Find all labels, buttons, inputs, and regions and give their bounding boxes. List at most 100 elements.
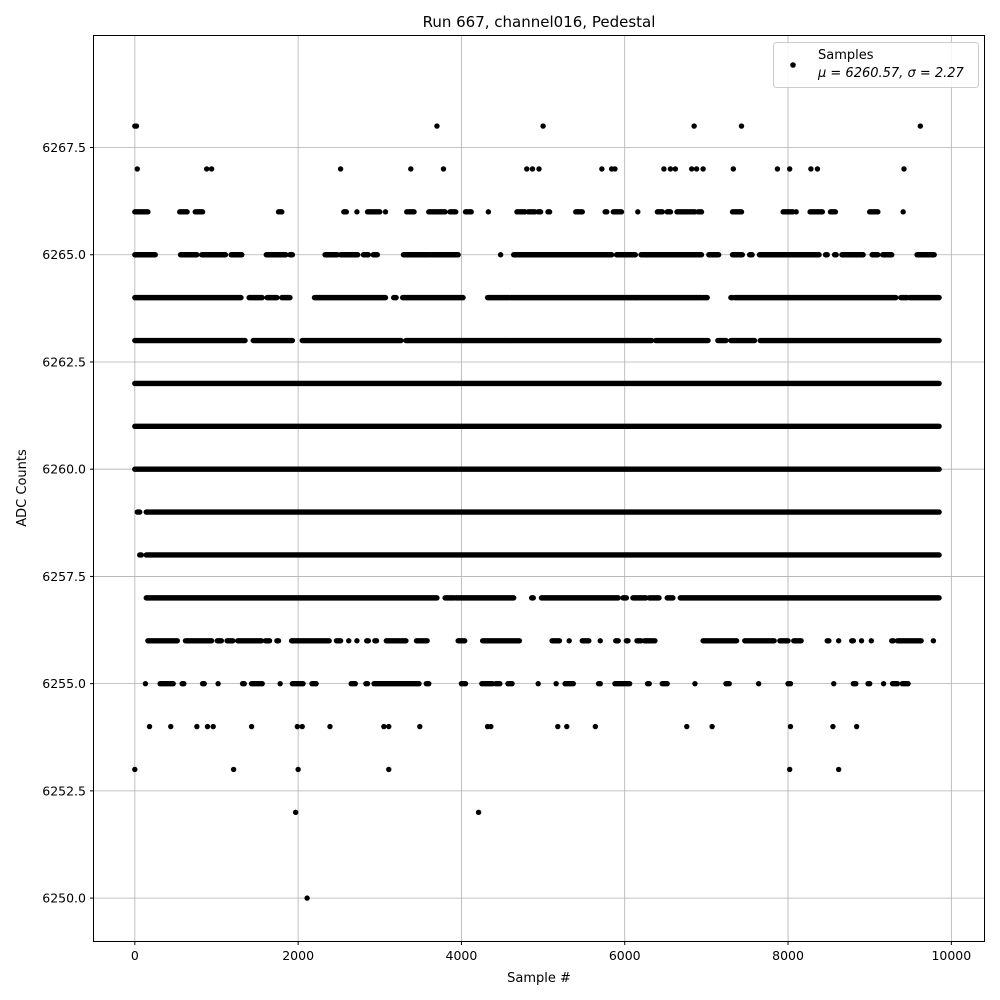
data-point — [292, 809, 299, 816]
data-point — [497, 252, 504, 258]
data-point — [555, 723, 561, 730]
data-point — [901, 166, 907, 172]
x-tick-label: 6000 — [609, 948, 641, 963]
y-tick-label: 6255.0 — [42, 676, 86, 691]
data-point — [592, 723, 599, 730]
data-point — [858, 638, 865, 644]
data-point — [900, 209, 906, 215]
data-point — [382, 209, 389, 215]
data-point — [277, 680, 283, 687]
legend: Samples μ = 6260.57, σ = 2.27 — [773, 42, 979, 88]
data-point — [930, 638, 937, 644]
data-point — [700, 166, 706, 172]
y-tick-label: 6265.0 — [42, 247, 86, 262]
data-point — [210, 723, 216, 730]
data-point — [295, 766, 301, 773]
data-point — [774, 166, 781, 172]
data-point — [475, 809, 482, 816]
x-tick-label: 2000 — [282, 948, 314, 963]
data-point — [540, 123, 546, 129]
data-point — [354, 638, 360, 644]
x-axis-ticks: 0 2000 4000 6000 8000 10000 — [131, 941, 971, 963]
data-point — [327, 723, 333, 730]
data-point — [831, 680, 837, 687]
x-tick-label: 4000 — [446, 948, 478, 963]
x-axis-label: Sample # — [507, 971, 571, 986]
y-tick-label: 6260.0 — [42, 462, 86, 477]
data-point — [488, 723, 494, 730]
data-point — [524, 166, 530, 172]
data-point — [215, 680, 221, 687]
data-point — [661, 166, 667, 172]
x-tick-label: 8000 — [772, 948, 804, 963]
data-point — [835, 766, 842, 773]
data-point — [693, 166, 700, 172]
data-point — [853, 723, 860, 730]
data-point — [597, 638, 603, 644]
data-point — [536, 166, 542, 172]
data-point — [146, 723, 153, 730]
data-point — [787, 723, 794, 730]
data-point — [337, 166, 344, 172]
data-point — [485, 209, 492, 215]
data-point — [440, 166, 447, 172]
chart-title: Run 667, channel016, Pedestal — [423, 13, 656, 31]
data-point — [667, 166, 674, 172]
data-point — [134, 166, 140, 172]
data-point — [564, 723, 570, 730]
x-tick-label: 0 — [131, 948, 139, 963]
data-point — [917, 123, 924, 129]
data-point — [168, 723, 174, 730]
data-point — [132, 766, 138, 773]
data-point — [691, 123, 697, 129]
y-tick-label: 6267.5 — [42, 140, 86, 155]
data-point — [786, 766, 793, 773]
y-tick-label: 6250.0 — [42, 891, 86, 906]
data-points — [132, 123, 942, 901]
data-point — [294, 723, 301, 730]
legend-label: Samples — [818, 48, 874, 63]
data-point — [553, 680, 559, 687]
data-point — [755, 680, 762, 687]
legend-marker — [790, 62, 796, 68]
data-point — [535, 680, 541, 687]
data-point — [684, 723, 690, 730]
data-point — [434, 123, 440, 129]
data-point — [692, 680, 698, 687]
data-point — [381, 723, 387, 730]
data-point — [529, 166, 536, 172]
data-point — [635, 209, 641, 215]
data-point — [354, 209, 360, 215]
data-point — [830, 723, 836, 730]
data-point — [133, 123, 140, 129]
data-point — [386, 723, 392, 730]
data-point — [835, 638, 842, 644]
data-point — [738, 123, 745, 129]
x-tick-label: 10000 — [931, 948, 971, 963]
y-axis-label: ADC Counts — [15, 449, 30, 527]
data-point — [730, 166, 737, 172]
data-point — [386, 766, 392, 773]
data-point — [299, 723, 305, 730]
data-point — [346, 638, 352, 644]
data-point — [304, 895, 310, 901]
y-axis-ticks: 6250.0 6252.5 6255.0 6257.5 6260.0 6262.5 6265… — [42, 140, 94, 906]
data-point — [599, 166, 605, 172]
data-point — [868, 638, 875, 644]
data-point — [880, 680, 887, 687]
legend-stats: μ = 6260.57, σ = 2.27 — [817, 66, 965, 81]
data-point — [203, 166, 210, 172]
legend-box — [773, 42, 979, 88]
data-point — [814, 166, 821, 172]
data-point — [793, 209, 799, 215]
data-point — [248, 723, 255, 730]
data-point — [194, 723, 200, 730]
data-point — [688, 166, 695, 172]
data-point — [142, 680, 149, 687]
data-point — [208, 166, 215, 172]
data-point — [230, 766, 237, 773]
y-tick-label: 6252.5 — [42, 783, 86, 798]
data-point — [417, 723, 423, 730]
y-tick-label: 6257.5 — [42, 569, 86, 584]
